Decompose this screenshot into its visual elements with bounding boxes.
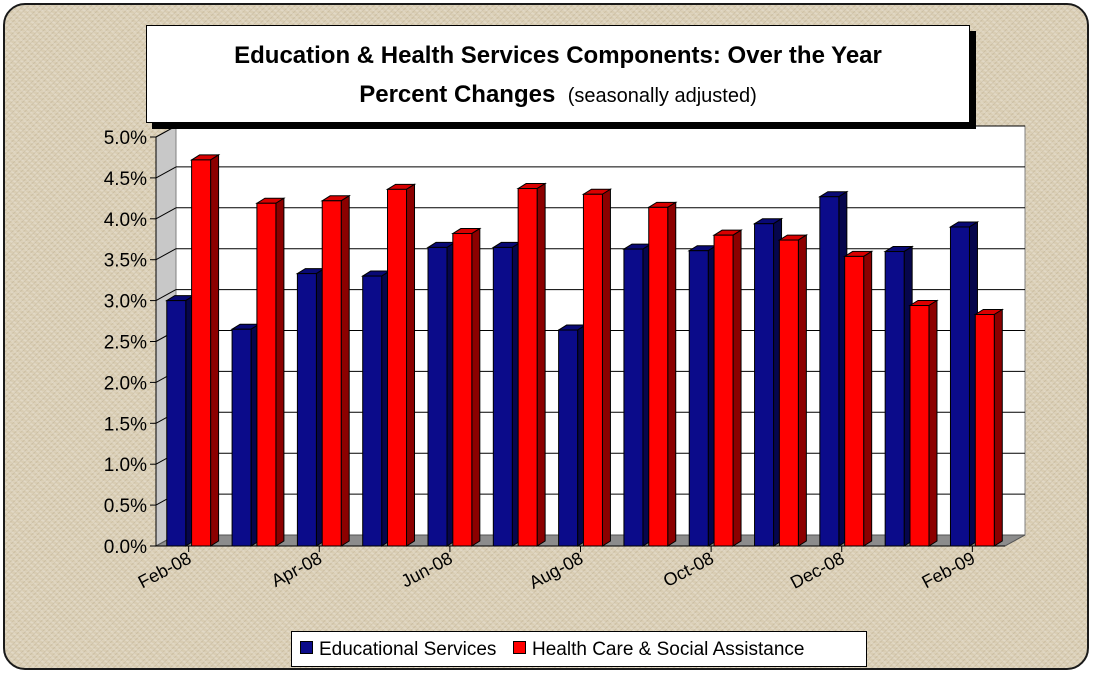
bar-side-health-care (601, 188, 611, 547)
y-tick-label: 4.0% (104, 210, 147, 231)
bar-educational-services (949, 226, 970, 547)
bar-health-care (909, 305, 930, 547)
chart-title: Education & Health Services Components: … (234, 42, 882, 69)
x-tick-label: Oct-08 (660, 548, 717, 591)
legend-label-health-care: Health Care & Social Assistance (532, 639, 805, 660)
chart-subtitle: (seasonally adjusted) (567, 85, 757, 107)
bar-side-health-care (340, 194, 350, 547)
bar-health-care (517, 188, 538, 547)
bar-health-care (321, 200, 342, 547)
bar-educational-services (296, 273, 317, 547)
x-tick-label: Apr-08 (268, 548, 325, 591)
gridline-side (155, 289, 177, 302)
legend-item-health-care: Health Care & Social Assistance (513, 639, 804, 661)
gridline-side (155, 207, 177, 220)
bar-health-care (713, 234, 734, 547)
bar-educational-services (362, 275, 383, 547)
bar-side-health-care (928, 299, 938, 547)
bar-health-care (582, 193, 603, 547)
bar-side-health-care (536, 182, 546, 547)
bar-health-care (648, 206, 669, 547)
bar-educational-services (558, 329, 579, 547)
bar-side-health-care (471, 227, 481, 547)
bar-educational-services (884, 251, 905, 547)
gridline-side (155, 125, 177, 138)
y-tick-label: 1.0% (104, 455, 147, 476)
legend-swatch-educational-services (300, 641, 313, 654)
bar-side-health-care (993, 308, 1003, 547)
y-tick-label: 1.5% (104, 414, 147, 435)
bar-side-health-care (732, 229, 742, 547)
y-tick-label: 3.0% (104, 292, 147, 313)
bar-health-care (844, 255, 865, 547)
bar-health-care (778, 239, 799, 547)
x-tick-label: Dec-08 (787, 548, 848, 593)
bar-side-health-care (667, 201, 677, 547)
x-tick-label: Jun-08 (398, 548, 456, 592)
gridline-side (155, 248, 177, 261)
chart-frame: 0.0% 0.5% 1.0% 1.5% 2.0% 2.5% 3.0% 3.5% 4.0% 4.5%… (3, 3, 1089, 670)
bar-health-care (256, 202, 277, 547)
x-tick-label: Aug-08 (526, 548, 587, 593)
bar-educational-services (492, 246, 513, 547)
bar-health-care (191, 159, 212, 547)
bar-educational-services (427, 246, 448, 547)
y-tick-label: 0.0% (104, 537, 147, 558)
bar-health-care (974, 314, 995, 547)
chart-legend: Educational Services Health Care & Socia… (291, 631, 867, 667)
y-tick-label: 3.5% (104, 251, 147, 272)
bar-side-health-care (406, 183, 416, 547)
gridline-side (155, 166, 177, 179)
bar-side-health-care (797, 234, 807, 547)
y-tick-label: 2.0% (104, 373, 147, 394)
bar-side-health-care (275, 197, 285, 547)
bar-health-care (387, 188, 408, 547)
y-tick-label: 2.5% (104, 333, 147, 354)
bar-educational-services (819, 196, 840, 547)
bar-side-health-care (210, 154, 220, 547)
y-tick-label: 0.5% (104, 496, 147, 517)
bar-educational-services (231, 328, 252, 547)
x-tick-label: Feb-09 (918, 548, 978, 592)
legend-item-educational-services: Educational Services (300, 639, 496, 661)
chart-title-line2: Percent Changes (359, 81, 556, 108)
chart-plot: 0.0% 0.5% 1.0% 1.5% 2.0% 2.5% 3.0% 3.5% 4.0% 4.5%… (104, 125, 1026, 593)
bar-educational-services (688, 250, 709, 547)
y-tick-label: 4.5% (104, 169, 147, 190)
bar-educational-services (754, 223, 775, 547)
bar-educational-services (623, 248, 644, 547)
bar-educational-services (166, 300, 187, 547)
y-tick-label: 5.0% (104, 128, 147, 149)
bar-health-care (452, 233, 473, 547)
chart-title-box: Education & Health Services Components: … (146, 25, 970, 123)
legend-swatch-health-care (513, 641, 526, 654)
legend-label-educational-services: Educational Services (319, 639, 497, 660)
bar-side-health-care (863, 250, 873, 547)
